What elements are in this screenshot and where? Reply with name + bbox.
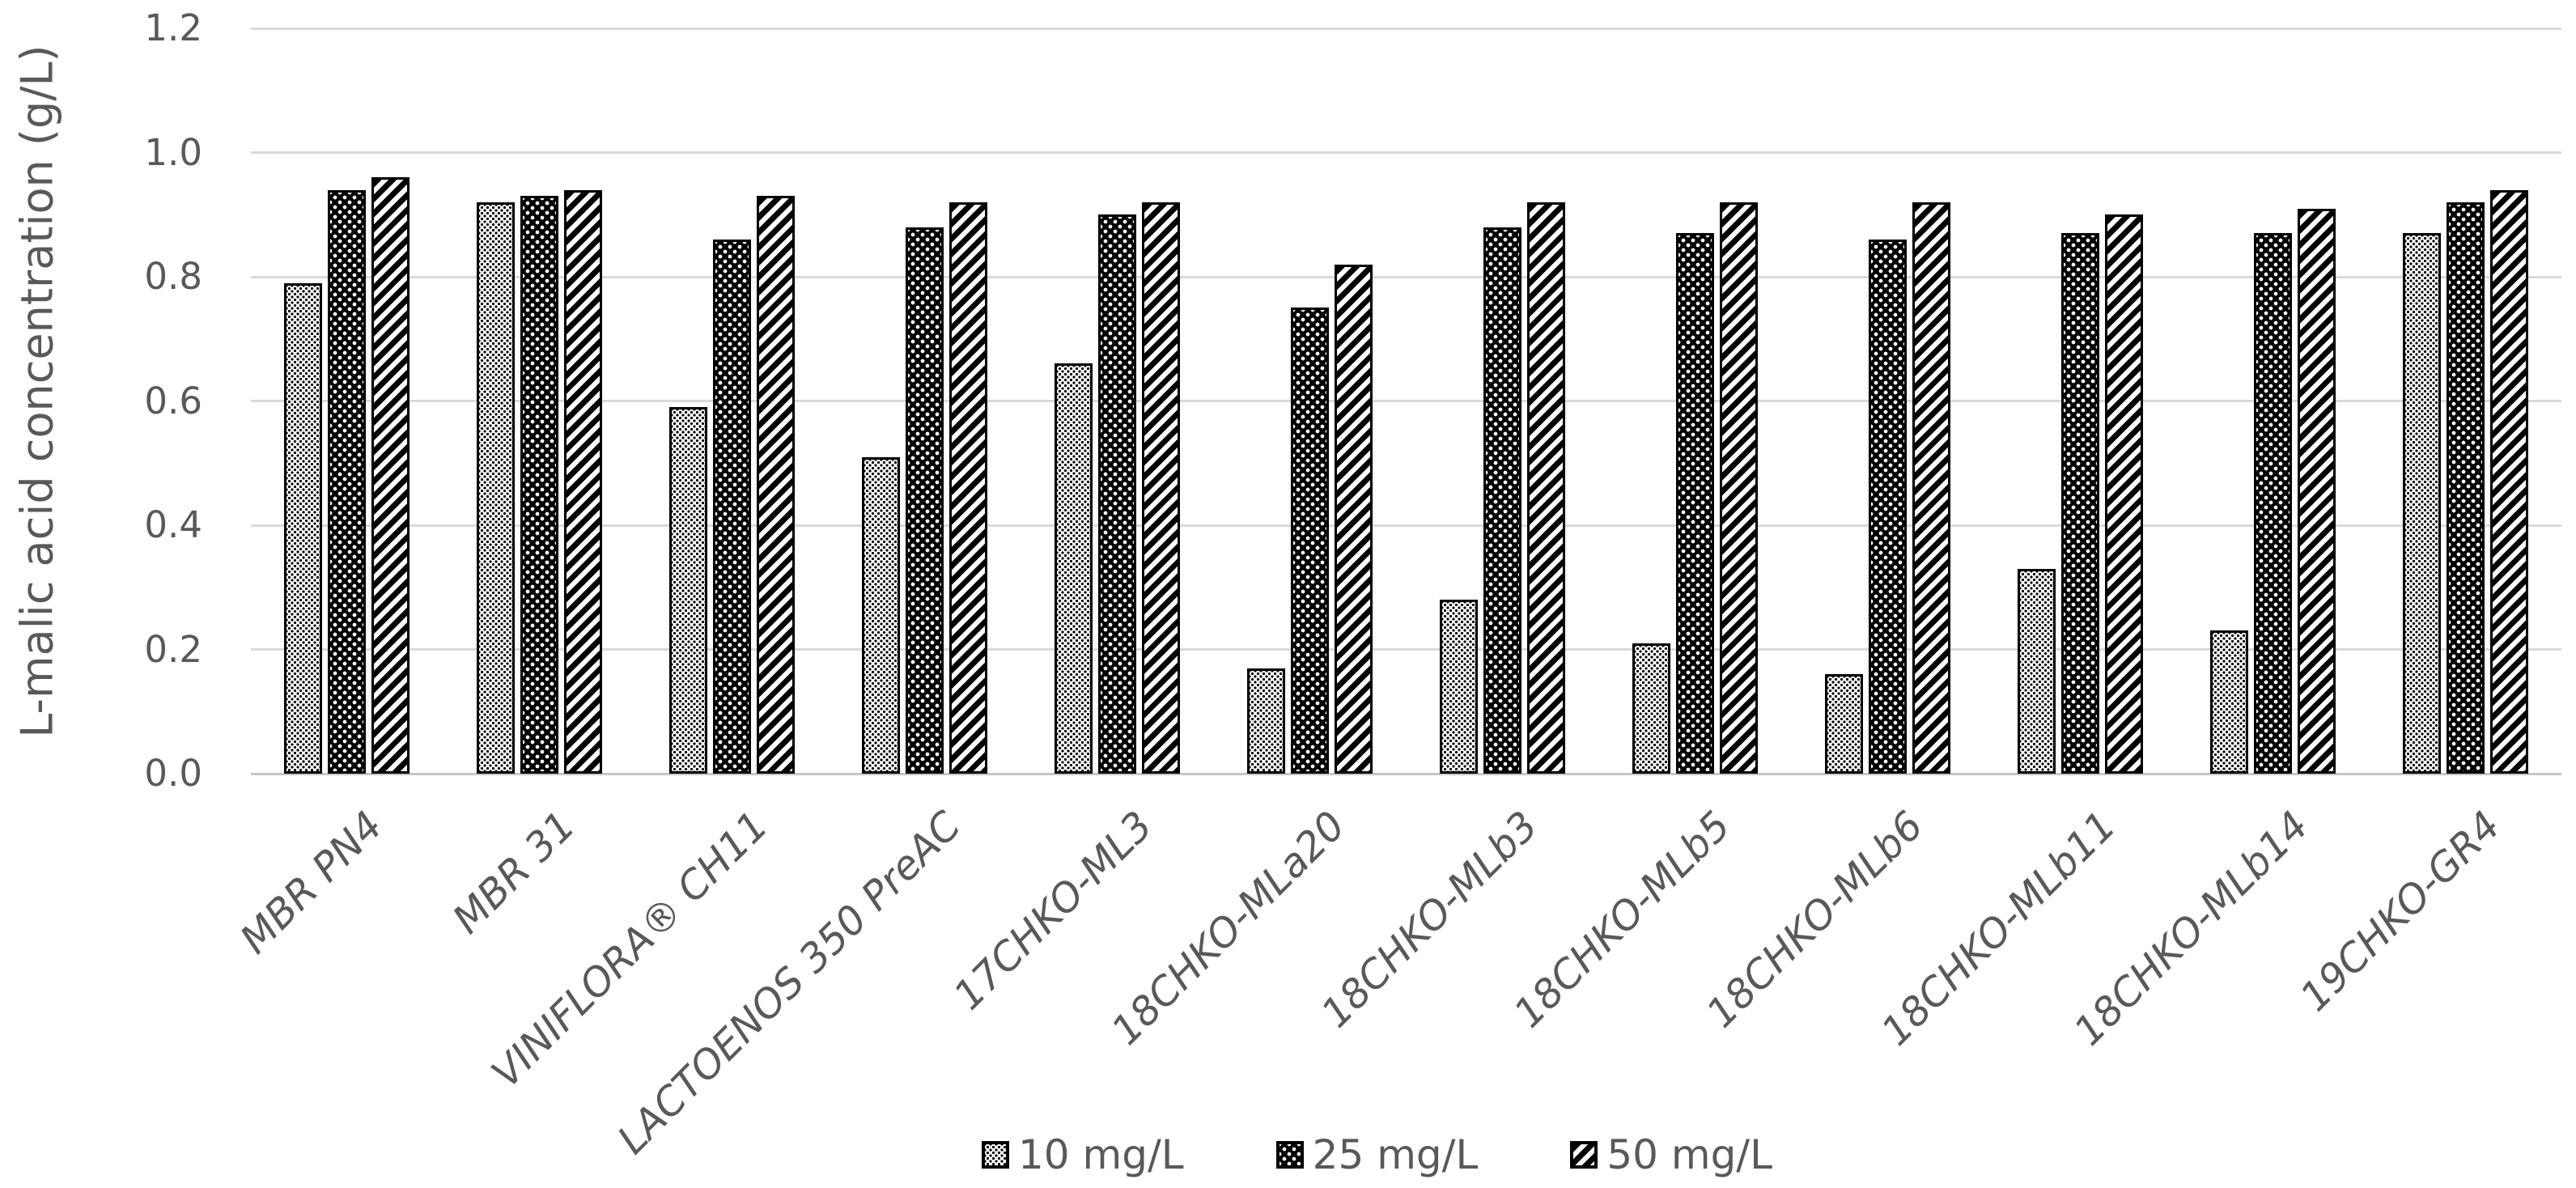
gridline <box>251 400 2561 402</box>
legend: 10 mg/L 25 mg/L 50 mg/L <box>982 1135 1772 1175</box>
x-axis-category-label: MBR 31 <box>443 802 584 943</box>
legend-label: 25 mg/L <box>1312 1131 1479 1178</box>
bar <box>1526 202 1565 774</box>
bar <box>1335 264 1373 774</box>
bar <box>2402 233 2441 774</box>
legend-item: 50 mg/L <box>1570 1135 1772 1175</box>
bar <box>669 407 708 774</box>
bar <box>284 282 323 774</box>
bar <box>2297 208 2336 774</box>
bar <box>2209 630 2248 774</box>
bar <box>1098 214 1137 774</box>
bar <box>1055 363 1093 774</box>
x-axis-category-label: MBR PN4 <box>231 802 392 963</box>
y-tick-label: 1.2 <box>144 6 202 49</box>
legend-item: 10 mg/L <box>982 1135 1184 1175</box>
bar <box>371 177 410 774</box>
gridline <box>251 648 2561 651</box>
bar <box>1868 239 1907 774</box>
bar <box>949 202 988 774</box>
gridline <box>251 151 2561 154</box>
bar <box>1291 308 1330 774</box>
bar <box>477 202 516 774</box>
bar <box>520 196 559 774</box>
bar <box>1439 600 1478 774</box>
gridline <box>251 275 2561 278</box>
bar <box>1824 674 1863 774</box>
bar <box>2017 568 2056 774</box>
bar <box>1142 202 1181 774</box>
y-tick-label: 0.0 <box>144 752 202 795</box>
bar <box>1247 668 1286 774</box>
bar <box>2489 189 2528 774</box>
bar <box>906 227 944 774</box>
bar <box>2253 233 2292 774</box>
bar <box>1912 202 1950 774</box>
legend-marker-icon <box>1275 1141 1304 1169</box>
bar <box>2104 214 2143 774</box>
legend-label: 10 mg/L <box>1018 1131 1184 1178</box>
legend-label: 50 mg/L <box>1606 1131 1773 1178</box>
gridline <box>251 27 2561 30</box>
bar <box>2060 233 2099 774</box>
bar <box>1483 227 1521 774</box>
x-axis-category-label: 17CHKO-ML3 <box>945 802 1162 1020</box>
legend-marker-icon <box>1570 1141 1598 1169</box>
gridline <box>251 524 2561 527</box>
bar <box>1719 202 1758 774</box>
y-tick-label: 0.6 <box>144 379 202 422</box>
bar <box>1675 233 1714 774</box>
x-axis-category-label: LACTOENOS 350 PreAC <box>609 802 970 1164</box>
bar <box>713 239 752 774</box>
y-tick-label: 0.2 <box>144 627 202 671</box>
gridline <box>251 772 2561 775</box>
bar <box>862 456 901 774</box>
y-tick-label: 0.4 <box>144 503 202 546</box>
bar <box>2446 202 2485 774</box>
y-tick-label: 0.8 <box>144 255 202 298</box>
bar <box>1632 643 1670 774</box>
y-tick-label: 1.0 <box>144 130 202 174</box>
x-axis-category-label: 19CHKO-GR4 <box>2291 802 2510 1020</box>
legend-item: 25 mg/L <box>1275 1131 1479 1178</box>
bar <box>757 196 796 774</box>
legend-marker-icon <box>982 1141 1009 1169</box>
bar <box>328 189 367 774</box>
bar <box>564 189 603 774</box>
